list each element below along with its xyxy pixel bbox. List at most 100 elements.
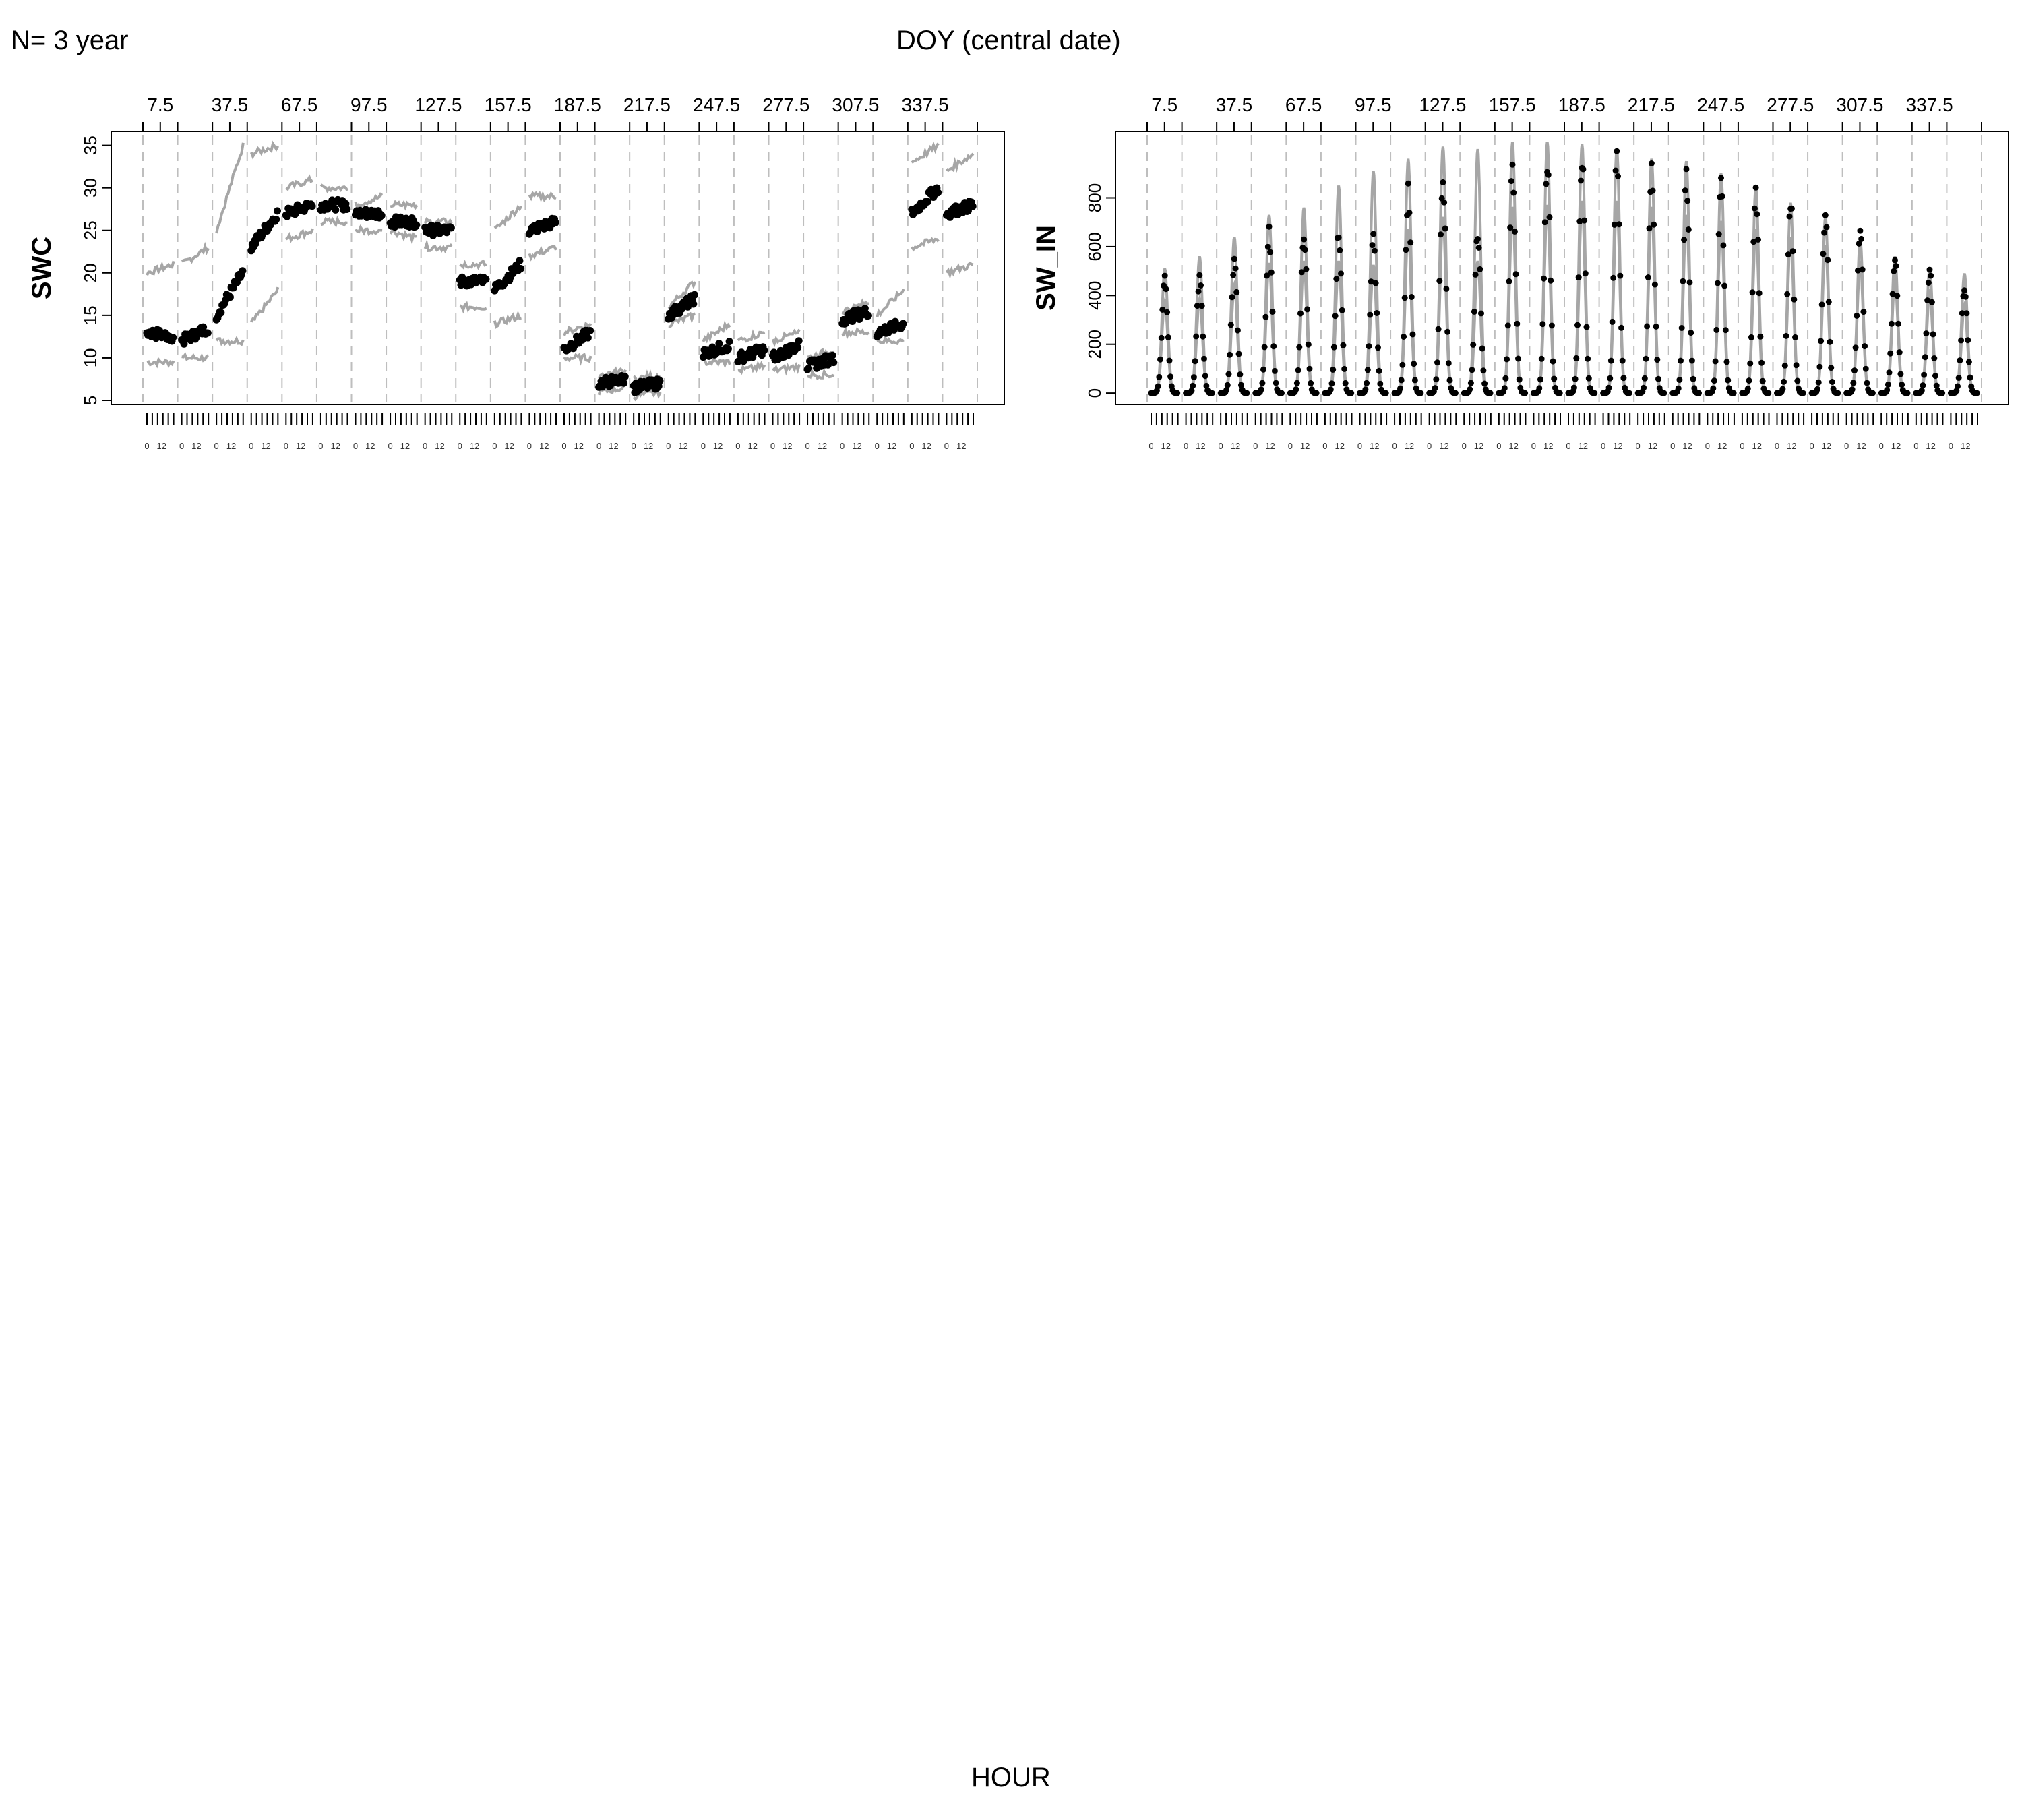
lower-quantile-line xyxy=(1568,200,1595,395)
median-point xyxy=(1892,257,1898,264)
median-point xyxy=(1784,291,1791,297)
median-point xyxy=(1720,242,1727,249)
hour-tick-label: 12 xyxy=(1822,441,1831,451)
median-point xyxy=(1962,293,1969,300)
lower-quantile-line xyxy=(1151,297,1178,395)
median-point xyxy=(1382,390,1389,396)
lower-quantile-line xyxy=(1777,237,1804,395)
hour-tick-label: 12 xyxy=(157,441,166,451)
hour-tick-label: 0 xyxy=(144,441,149,451)
top-tick-label: 97.5 xyxy=(1355,94,1392,115)
median-point xyxy=(1417,390,1424,396)
median-point xyxy=(1585,355,1591,362)
upper-quantile-line xyxy=(667,280,697,310)
median-point xyxy=(1578,177,1584,184)
median-point xyxy=(690,300,698,308)
lower-quantile-line xyxy=(1533,204,1560,395)
median-point xyxy=(1862,343,1868,350)
hour-tick-label: 0 xyxy=(1879,441,1884,451)
top-tick-label: 337.5 xyxy=(1906,94,1953,115)
median-point xyxy=(1164,309,1171,315)
median-point xyxy=(724,344,732,353)
y-tick-label: 800 xyxy=(1084,183,1105,212)
median-point xyxy=(1965,337,1971,344)
hour-tick-label: 12 xyxy=(330,441,340,451)
median-point xyxy=(1788,205,1795,212)
median-point xyxy=(1444,328,1451,335)
median-point xyxy=(1372,280,1379,286)
median-point xyxy=(1501,385,1508,392)
median-point xyxy=(1888,320,1895,327)
median-point xyxy=(217,309,225,317)
median-point xyxy=(1475,245,1482,251)
median-point xyxy=(1649,187,1656,194)
median-point xyxy=(1591,390,1598,396)
median-point xyxy=(1362,386,1369,393)
lower-quantile-line xyxy=(1846,260,1874,395)
hour-tick-label: 12 xyxy=(678,441,687,451)
median-point xyxy=(1268,269,1275,276)
lower-quantile-line xyxy=(807,367,835,380)
hour-tick-label: 12 xyxy=(191,441,201,451)
hour-tick-label: 0 xyxy=(249,441,253,451)
median-point xyxy=(1479,345,1485,352)
median-point xyxy=(1548,322,1555,329)
median-point xyxy=(1789,248,1796,255)
sw-in-panel: 0 200 400 600 800 SW_IN 7.5 37.5 67.5 97.5 127.5 15… xyxy=(1031,94,2009,451)
hour-tick-label: 0 xyxy=(875,441,880,451)
median-point xyxy=(447,224,455,232)
median-point xyxy=(1367,311,1374,318)
median-point xyxy=(1258,386,1264,393)
median-point xyxy=(1572,375,1579,382)
median-point xyxy=(1896,349,1903,356)
upper-quantile-line xyxy=(459,259,487,270)
median-point xyxy=(1749,289,1756,296)
hour-tick-label: 0 xyxy=(1913,441,1918,451)
median-point xyxy=(1897,371,1904,377)
hour-tick-label: 0 xyxy=(492,441,497,451)
median-point xyxy=(1157,356,1163,363)
median-point xyxy=(1904,390,1911,396)
top-tick-label: 97.5 xyxy=(350,94,388,115)
median-point xyxy=(1342,380,1349,386)
hour-tick-label: 0 xyxy=(214,441,219,451)
median-point xyxy=(656,377,664,385)
hour-tick-label: 12 xyxy=(1787,441,1796,451)
median-point xyxy=(1626,390,1632,396)
median-point xyxy=(1509,161,1516,168)
top-tick-label: 247.5 xyxy=(693,94,740,115)
median-point xyxy=(1855,267,1861,274)
median-point xyxy=(1814,386,1820,392)
median-point xyxy=(1237,371,1244,378)
hour-tick-label: 0 xyxy=(1253,441,1258,451)
median-point xyxy=(1511,228,1518,235)
figure-left-label: N= 3 year xyxy=(11,26,129,55)
median-point xyxy=(691,291,698,299)
hour-tick-label: 0 xyxy=(458,441,462,451)
median-point xyxy=(1757,333,1764,340)
upper-quantile-line xyxy=(1881,255,1908,395)
hour-tick-label: 12 xyxy=(1543,441,1553,451)
lower-quantile-line xyxy=(772,361,801,376)
hour-tick-label: 12 xyxy=(1752,441,1761,451)
hour-tick-label: 12 xyxy=(1856,441,1866,451)
top-tick-label: 187.5 xyxy=(1558,94,1605,115)
median-point xyxy=(1955,383,1961,390)
median-point xyxy=(830,359,838,367)
hour-tick-label: 0 xyxy=(318,441,323,451)
top-tick-label: 157.5 xyxy=(485,94,532,115)
median-point xyxy=(1405,180,1411,187)
median-point xyxy=(1244,390,1250,396)
median-point xyxy=(828,351,836,359)
median-point xyxy=(1203,382,1210,389)
median-point xyxy=(1225,371,1232,377)
hour-tick-label: 0 xyxy=(1427,441,1432,451)
median-point xyxy=(1678,357,1684,364)
median-point xyxy=(516,257,524,265)
upper-quantile-line xyxy=(1603,148,1630,395)
hour-tick-label: 12 xyxy=(1682,441,1692,451)
hour-tick-label: 12 xyxy=(1405,441,1414,451)
lower-quantile-line xyxy=(389,227,418,245)
median-point xyxy=(1371,247,1378,254)
median-point xyxy=(1368,278,1374,285)
